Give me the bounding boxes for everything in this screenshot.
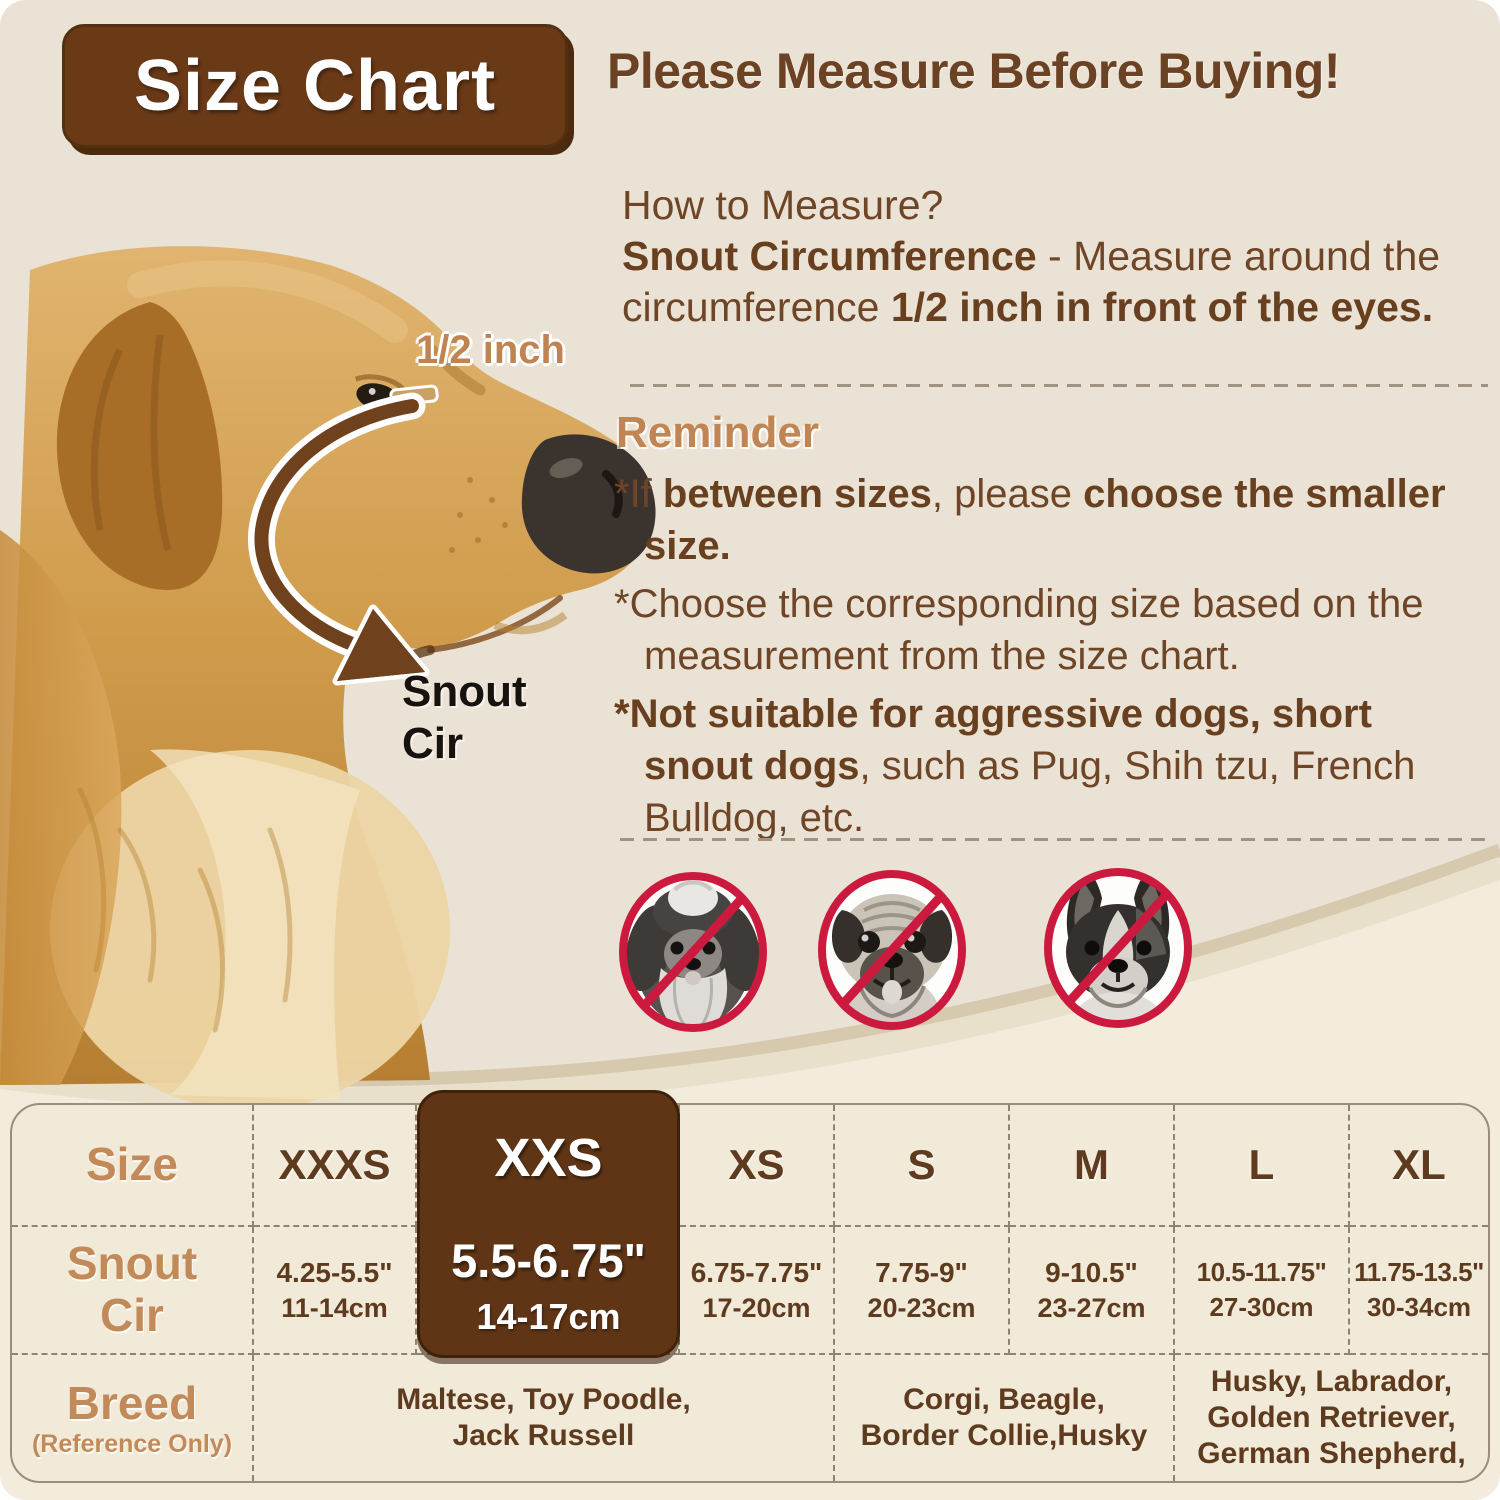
snout-cir-s: 7.75-9" 20-23cm [835, 1227, 1010, 1355]
size-row-label: Size [12, 1105, 254, 1227]
size-chart-badge: Size Chart [62, 24, 568, 148]
how-to-measure-title: How to Measure? [622, 182, 944, 228]
no-french-bulldog-icon [1040, 864, 1196, 1032]
col-header-m: M [1010, 1105, 1175, 1227]
snout-cir-m: 9-10.5" 23-27cm [1010, 1227, 1175, 1355]
divider-bottom [620, 838, 1492, 841]
highlighted-size-cm: 14-17cm [476, 1296, 621, 1337]
how-to-measure-text: How to Measure? Snout Circumference - Me… [622, 180, 1457, 333]
breed-group-medium: Corgi, Beagle, Border Collie,Husky [835, 1355, 1175, 1481]
how-to-measure-emphasis: 1/2 inch in front of the eyes. [890, 284, 1434, 330]
reminder-title: Reminder [616, 408, 819, 457]
half-inch-label: 1/2 inch [416, 328, 565, 372]
snout-cir-line1: Snout [402, 667, 527, 716]
reminder-item-2: *Choose the corresponding size based on … [614, 582, 1424, 678]
how-to-measure-mid: - Measure around the circumference [622, 233, 1441, 330]
snout-cir-diagram-label: Snout Cir [402, 666, 527, 770]
no-pug-icon [814, 866, 970, 1034]
snout-cir-line2: Cir [402, 719, 464, 768]
headline: Please Measure Before Buying! [607, 43, 1341, 99]
col-header-xl: XL [1350, 1105, 1488, 1227]
snout-cir-xxxs: 4.25-5.5" 11-14cm [254, 1227, 417, 1355]
snout-cir-xl: 11.75-13.5" 30-34cm [1350, 1227, 1488, 1355]
size-table: Size XXXS XS S M L XL Snout Cir 4.25-5.5"… [10, 1103, 1490, 1483]
col-header-s: S [835, 1105, 1010, 1227]
col-header-l: L [1175, 1105, 1350, 1227]
snout-cir-xs: 6.75-7.75" 17-20cm [680, 1227, 835, 1355]
size-chart-badge-label: Size Chart [133, 46, 497, 126]
no-shih-tzu-icon [615, 868, 771, 1036]
how-to-measure-term: Snout Circumference [622, 233, 1037, 279]
breed-group-large: Husky, Labrador, Golden Retriever, Germa… [1197, 1365, 1466, 1470]
highlighted-size-label: XXS [494, 1128, 603, 1188]
highlighted-size-xxs: XXS 5.5-6.75" 14-17cm [417, 1090, 680, 1358]
col-header-xs: XS [680, 1105, 835, 1227]
col-header-xxxs: XXXS [254, 1105, 417, 1227]
breed-row-label: Breed (Reference Only) [12, 1355, 254, 1481]
golden-retriever-photo [0, 246, 656, 1110]
breed-group-small: Maltese, Toy Poodle, Jack Russell [254, 1355, 835, 1481]
reminder-item-3: *Not suitable for aggressive dogs, short… [614, 692, 1416, 840]
snout-cir-l: 10.5-11.75" 27-30cm [1175, 1227, 1350, 1355]
highlighted-size-inch: 5.5-6.75" [451, 1234, 646, 1287]
snout-cir-row-label: Snout Cir [12, 1227, 254, 1355]
divider-top [630, 384, 1488, 387]
reminder-list: *If between sizes, please choose the sma… [614, 468, 1482, 850]
reminder-item-1: *If between sizes, please choose the sma… [614, 472, 1446, 568]
measure-arrow-icon [247, 384, 439, 686]
